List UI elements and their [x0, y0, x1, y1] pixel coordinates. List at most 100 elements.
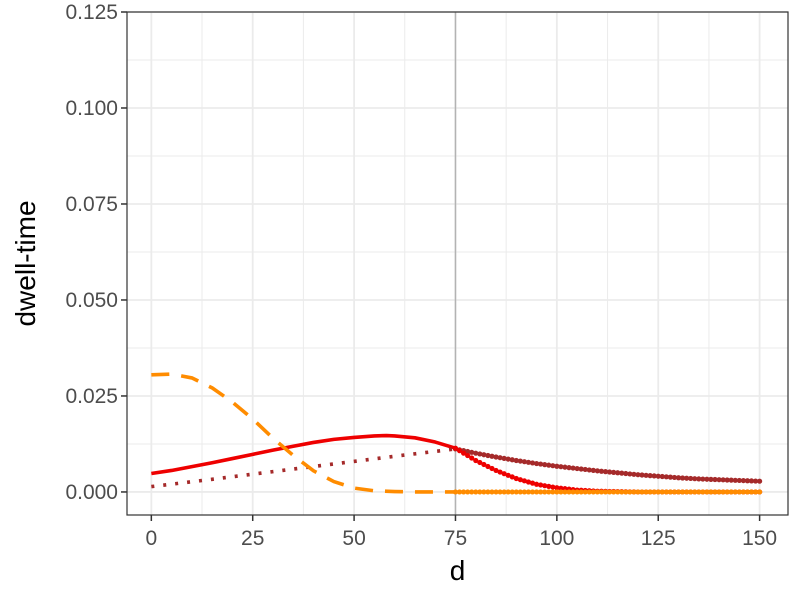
data-series — [151, 372, 763, 495]
data-point — [744, 489, 751, 495]
data-point — [615, 470, 621, 476]
data-point — [501, 471, 507, 477]
data-point — [639, 489, 645, 495]
x-tick-label: 150 — [742, 527, 777, 550]
data-point — [635, 489, 641, 495]
data-point — [505, 472, 511, 478]
data-point — [517, 458, 523, 464]
data-point — [655, 489, 661, 495]
data-point — [517, 477, 523, 483]
data-point — [623, 489, 629, 495]
data-point — [546, 462, 552, 468]
data-point — [477, 459, 483, 466]
data-point — [700, 476, 706, 482]
data-point — [679, 475, 686, 481]
x-tick-label: 50 — [342, 527, 365, 550]
data-point — [712, 476, 718, 483]
data-point — [485, 463, 491, 470]
data-point — [728, 489, 734, 495]
series-line — [151, 372, 456, 494]
y-tick-label: 0.100 — [65, 97, 118, 120]
data-point — [696, 476, 702, 482]
data-point — [533, 489, 540, 495]
data-point — [712, 489, 718, 495]
data-point — [716, 489, 722, 495]
data-point — [643, 489, 649, 495]
data-point — [452, 445, 459, 451]
data-point — [716, 477, 722, 483]
data-point — [473, 457, 479, 464]
data-point — [667, 474, 673, 480]
data-point — [752, 478, 759, 484]
data-point — [611, 489, 617, 495]
data-point — [550, 484, 556, 490]
data-point — [732, 477, 738, 483]
data-point — [679, 489, 686, 495]
data-point — [465, 452, 471, 459]
data-point — [704, 476, 710, 482]
y-tick-label: 0.000 — [65, 481, 118, 504]
data-point — [696, 489, 702, 495]
data-point — [497, 489, 503, 495]
data-point — [659, 489, 665, 495]
data-point — [647, 473, 653, 479]
data-point — [505, 489, 511, 495]
data-point — [465, 448, 471, 455]
data-point — [489, 489, 495, 495]
data-point — [704, 489, 710, 495]
data-point — [566, 489, 572, 495]
data-point — [639, 472, 645, 478]
data-point — [546, 483, 552, 489]
data-point — [675, 489, 682, 495]
data-point — [655, 473, 661, 479]
data-point — [509, 489, 515, 495]
data-point — [546, 489, 552, 495]
data-point — [651, 489, 657, 495]
data-point — [692, 489, 698, 495]
data-point — [509, 457, 515, 463]
data-point — [631, 489, 637, 495]
data-point — [586, 489, 592, 495]
data-point — [533, 481, 540, 487]
x-tick-label: 75 — [444, 527, 467, 550]
x-tick-label: 100 — [539, 527, 574, 550]
data-point — [586, 467, 592, 473]
data-point — [720, 489, 726, 495]
data-point — [671, 474, 678, 481]
data-point — [509, 474, 515, 480]
data-point — [757, 489, 763, 495]
data-point — [513, 457, 519, 464]
data-point — [521, 478, 528, 484]
data-point — [688, 475, 694, 482]
data-point — [736, 477, 742, 484]
data-point — [594, 489, 601, 495]
data-point — [456, 448, 463, 454]
data-point — [740, 489, 746, 495]
data-point — [619, 470, 625, 476]
x-axis-title: d — [450, 555, 466, 586]
data-point — [598, 468, 605, 474]
data-point — [663, 489, 669, 495]
data-point — [598, 489, 605, 495]
data-point — [594, 468, 601, 474]
data-point — [684, 489, 690, 495]
data-point — [493, 454, 499, 460]
data-point — [659, 473, 665, 480]
data-point — [513, 475, 519, 482]
data-point — [460, 489, 467, 495]
data-point — [578, 466, 584, 472]
data-point — [525, 489, 532, 495]
data-point — [489, 465, 495, 472]
x-tick-label: 0 — [145, 527, 157, 550]
data-point — [635, 472, 641, 478]
data-point — [501, 455, 507, 462]
data-point — [517, 489, 523, 495]
data-point — [619, 489, 625, 495]
data-point — [550, 489, 556, 495]
data-point — [550, 463, 556, 469]
y-axis-title: dwell-time — [10, 200, 41, 326]
panel-border — [126, 11, 789, 516]
data-point — [456, 489, 463, 495]
data-point — [627, 489, 633, 495]
data-point — [724, 489, 730, 495]
